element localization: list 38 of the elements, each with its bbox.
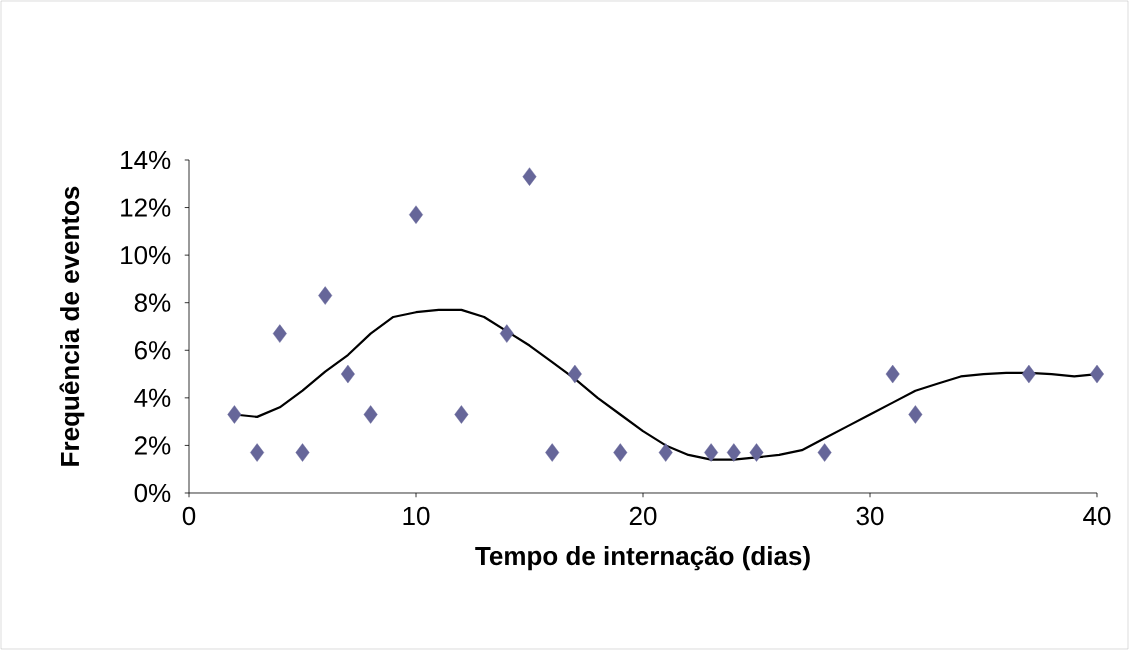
y-tick-label: 6% <box>134 341 171 360</box>
point <box>545 443 560 462</box>
point <box>454 405 469 424</box>
y-tick-label: 14% <box>121 150 171 170</box>
point <box>318 286 333 305</box>
y-axis-title: Frequência de eventos <box>59 186 85 466</box>
y-tick-label: 4% <box>134 388 171 407</box>
x-tick-label: 20 <box>629 506 657 526</box>
point <box>704 443 719 462</box>
point <box>340 364 355 384</box>
point <box>250 443 265 462</box>
point <box>885 364 900 384</box>
point <box>499 324 514 343</box>
y-tick-label: 0% <box>134 483 171 503</box>
point <box>409 205 423 224</box>
point <box>522 167 537 186</box>
point <box>749 443 764 462</box>
point <box>908 405 923 424</box>
point <box>613 443 628 462</box>
y-tick-label: 10% <box>121 245 171 265</box>
y-tick-label: 8% <box>134 293 171 312</box>
point <box>658 443 673 462</box>
x-tick-label: 0 <box>182 506 196 526</box>
point <box>1021 364 1036 384</box>
point <box>295 443 310 462</box>
point <box>227 405 242 424</box>
x-tick-label: 30 <box>856 506 884 526</box>
point <box>363 405 378 424</box>
point <box>567 364 582 384</box>
point <box>817 443 832 462</box>
x-tick-label: 40 <box>1083 506 1111 526</box>
point <box>272 324 287 343</box>
point <box>1090 364 1104 384</box>
point <box>726 443 741 462</box>
x-tick-label: 10 <box>403 506 430 526</box>
y-tick-label: 2% <box>134 436 171 455</box>
y-tick-label: 12% <box>121 198 171 217</box>
x-axis-title: Tempo de internação (dias) <box>475 546 810 571</box>
